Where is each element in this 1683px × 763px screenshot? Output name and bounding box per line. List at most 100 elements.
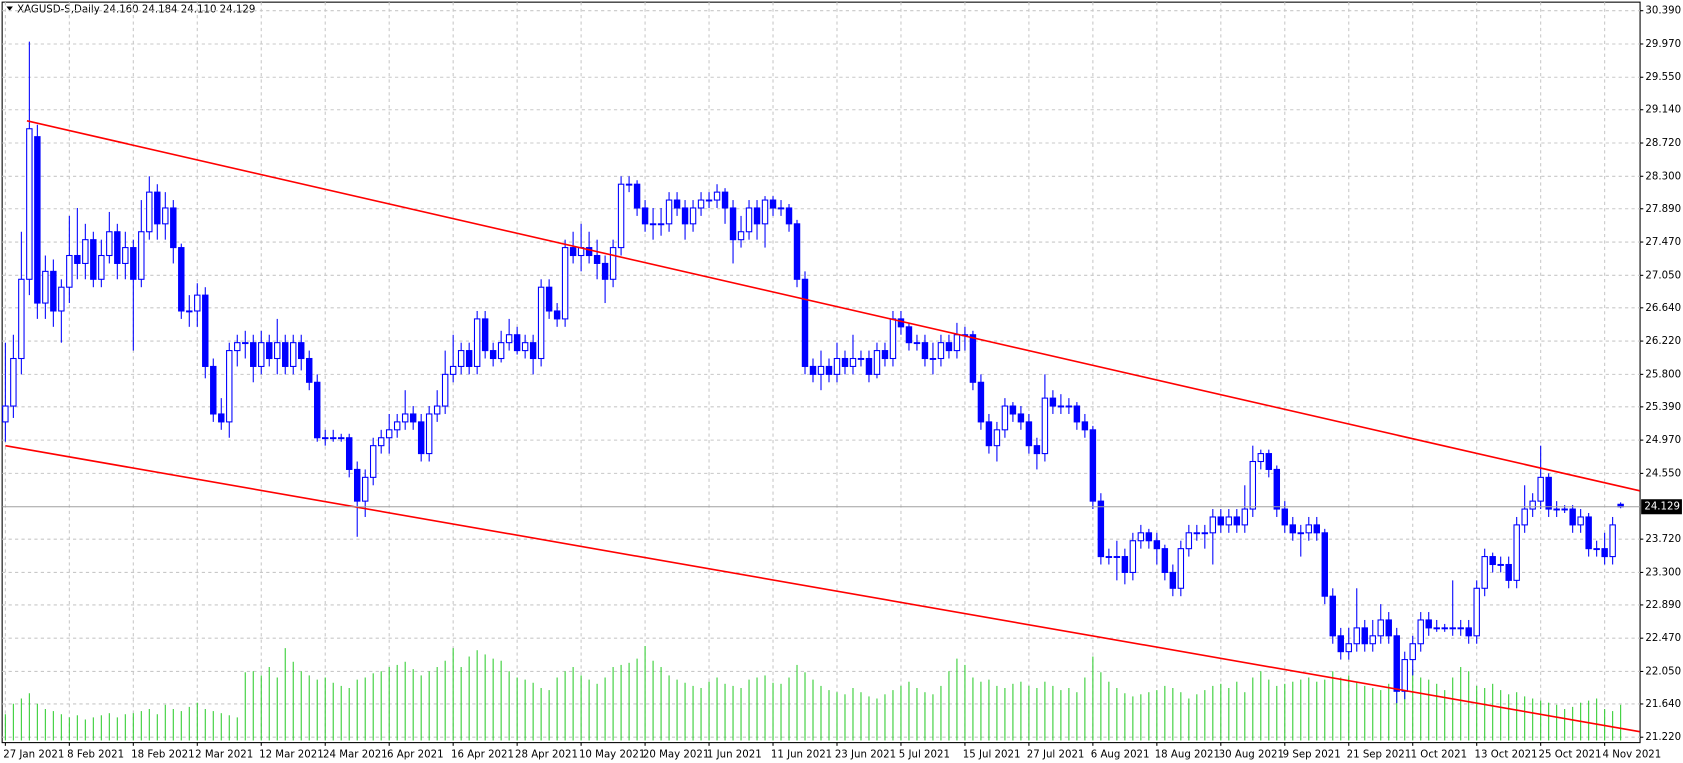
candle-body bbox=[1033, 445, 1041, 455]
candle-body bbox=[985, 421, 993, 447]
candle-body bbox=[345, 437, 353, 470]
candle-body bbox=[1433, 627, 1440, 630]
candle-body bbox=[489, 350, 497, 360]
candle-body bbox=[1561, 508, 1568, 511]
candle-body bbox=[969, 334, 977, 383]
candle-body bbox=[1249, 460, 1257, 510]
candle-body bbox=[258, 342, 265, 367]
candle-body bbox=[114, 231, 121, 264]
candle-body bbox=[993, 429, 1001, 447]
candle-body bbox=[1425, 619, 1432, 629]
candle-body bbox=[1097, 500, 1105, 558]
candle-body bbox=[138, 231, 145, 280]
y-tick-label: 27.470 bbox=[1645, 237, 1681, 248]
candle-body bbox=[801, 278, 809, 367]
candle-body bbox=[1257, 453, 1265, 463]
candle-body bbox=[609, 247, 617, 280]
price-label: 24.129 bbox=[1644, 502, 1680, 513]
candle-body bbox=[1417, 619, 1424, 645]
candle-body bbox=[162, 207, 169, 225]
candle-body bbox=[641, 207, 649, 225]
candle-body bbox=[425, 413, 433, 455]
candle-body bbox=[26, 128, 33, 280]
candle-body bbox=[66, 254, 73, 288]
candle-body bbox=[314, 381, 321, 439]
candle-body bbox=[186, 310, 193, 313]
candle-body bbox=[369, 445, 377, 478]
candle-body bbox=[1297, 532, 1305, 535]
x-tick-label: 6 Aug 2021 bbox=[1091, 749, 1150, 760]
candle-body bbox=[1441, 627, 1448, 630]
x-tick-label: 18 Feb 2021 bbox=[131, 749, 194, 760]
candle-body bbox=[202, 294, 209, 367]
candle-body bbox=[1497, 563, 1504, 566]
x-tick-label: 4 Nov 2021 bbox=[1602, 749, 1661, 760]
candle-body bbox=[1049, 397, 1057, 407]
candle-body bbox=[449, 365, 457, 375]
candle-body bbox=[417, 421, 425, 455]
candle-body bbox=[537, 286, 545, 360]
y-tick-label: 25.800 bbox=[1645, 369, 1681, 380]
candle-body bbox=[298, 342, 305, 360]
y-tick-label: 28.720 bbox=[1645, 138, 1681, 149]
candle-body bbox=[10, 357, 17, 407]
candle-body bbox=[1025, 421, 1033, 447]
candle-body bbox=[1337, 635, 1344, 653]
y-tick-label: 24.550 bbox=[1645, 468, 1681, 479]
candle-body bbox=[274, 342, 281, 360]
x-tick-label: 1 Oct 2021 bbox=[1411, 749, 1468, 760]
x-tick-label: 21 Sep 2021 bbox=[1347, 749, 1412, 760]
candle-body bbox=[1409, 643, 1416, 661]
y-tick-label: 28.300 bbox=[1645, 171, 1681, 182]
candle-body bbox=[1065, 405, 1073, 408]
x-tick-label: 10 May 2021 bbox=[579, 749, 645, 760]
candle-body bbox=[210, 365, 217, 415]
y-tick-label: 23.300 bbox=[1645, 567, 1681, 578]
candle-body bbox=[1241, 508, 1249, 526]
collapse-icon[interactable] bbox=[6, 6, 13, 11]
candle-body bbox=[1233, 516, 1241, 526]
candle-body bbox=[1305, 524, 1312, 534]
candle-body bbox=[937, 342, 945, 360]
candle-body bbox=[290, 342, 297, 367]
trend-line bbox=[5, 444, 1640, 733]
candle-body bbox=[1105, 556, 1113, 558]
candle-body bbox=[353, 468, 361, 502]
candle-body bbox=[889, 318, 897, 360]
candle-body bbox=[1161, 548, 1169, 573]
y-tick-label: 27.890 bbox=[1645, 204, 1681, 215]
candle-body bbox=[1585, 516, 1592, 550]
y-tick-label: 27.050 bbox=[1645, 270, 1681, 281]
y-tick-label: 25.390 bbox=[1645, 402, 1681, 413]
candle-body bbox=[1529, 500, 1536, 510]
candle-body bbox=[1113, 556, 1121, 558]
candle-body bbox=[873, 350, 881, 375]
candle-body bbox=[377, 437, 385, 447]
candle-body bbox=[1329, 595, 1336, 637]
candle-body bbox=[921, 342, 929, 360]
candle-body bbox=[82, 239, 89, 264]
candle-body bbox=[1145, 532, 1153, 542]
candle-body bbox=[545, 286, 553, 312]
candle-body bbox=[42, 270, 49, 304]
y-tick-label: 26.220 bbox=[1645, 336, 1681, 347]
candle-body bbox=[1457, 627, 1464, 630]
candle-body bbox=[170, 207, 177, 249]
y-tick-label: 29.970 bbox=[1645, 39, 1681, 50]
candle-body bbox=[833, 357, 841, 375]
candle-body bbox=[521, 342, 529, 352]
y-tick-label: 24.970 bbox=[1645, 435, 1681, 446]
candle-body bbox=[282, 342, 289, 367]
candle-body bbox=[242, 342, 249, 345]
x-tick-label: 27 Jan 2021 bbox=[3, 749, 64, 760]
candle-body bbox=[561, 247, 569, 320]
candle-body bbox=[337, 437, 345, 440]
x-tick-label: 20 May 2021 bbox=[643, 749, 709, 760]
candle-body bbox=[1153, 540, 1161, 550]
candle-body bbox=[513, 334, 521, 352]
price-label-box bbox=[1641, 499, 1682, 515]
candle-body bbox=[681, 207, 689, 225]
candle-body bbox=[1137, 532, 1145, 542]
candle-body bbox=[1001, 405, 1009, 431]
